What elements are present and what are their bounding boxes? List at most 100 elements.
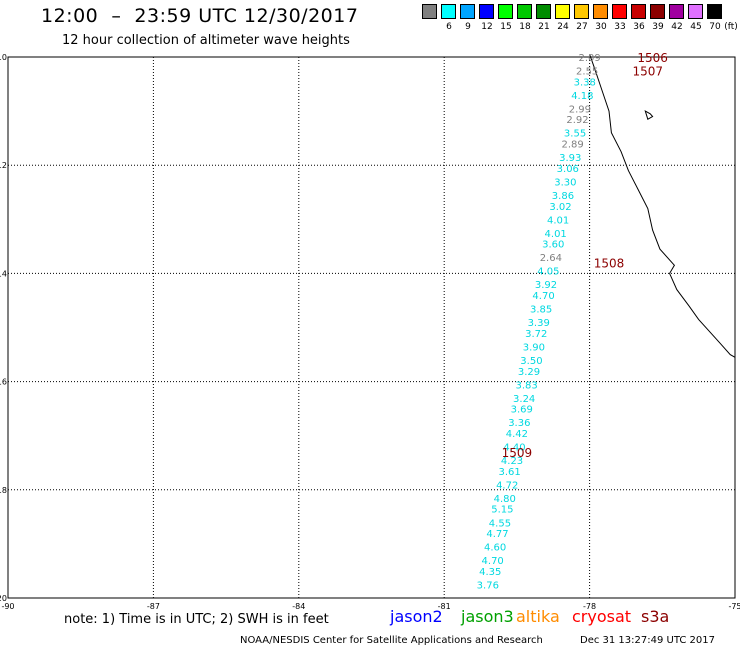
swh-value: 5.15 <box>491 505 513 516</box>
legend-swatch <box>631 4 646 19</box>
legend-unit: (ft) <box>724 22 738 32</box>
legend-label: 21 <box>538 22 550 32</box>
legend-swatch <box>555 4 570 19</box>
legend-swatch <box>479 4 494 19</box>
legend-label: 33 <box>614 22 626 32</box>
legend-label: 12 <box>481 22 493 32</box>
swh-value: 4.55 <box>489 518 511 529</box>
page-title: 12:00 – 23:59 UTC 12/30/2017 <box>41 5 359 27</box>
swh-value: 3.85 <box>530 305 552 316</box>
legend-swatch <box>517 4 532 19</box>
swh-value: 3.02 <box>549 202 571 213</box>
swh-value: 3.38 <box>574 77 596 88</box>
swh-value: 4.35 <box>479 567 501 578</box>
swh-value: 4.60 <box>484 543 506 554</box>
swh-value: 3.72 <box>525 329 547 340</box>
legend-label: 24 <box>557 22 569 32</box>
swh-value: 3.06 <box>557 164 579 175</box>
lat-tick-label: -16 <box>0 378 7 387</box>
legend-label: 30 <box>595 22 607 32</box>
legend-label: 42 <box>671 22 683 32</box>
lon-tick-label: -84 <box>292 602 305 611</box>
swh-value: 4.80 <box>494 494 516 505</box>
legend-label: 15 <box>500 22 512 32</box>
legend-swatch <box>612 4 627 19</box>
swh-value: 4.01 <box>545 229 567 240</box>
legend-swatch <box>669 4 684 19</box>
satellite-jason2: jason2 <box>390 607 443 626</box>
legend-swatch <box>422 4 437 19</box>
swh-value: 2.09 <box>578 53 600 64</box>
legend-label: 18 <box>519 22 531 32</box>
lat-tick-label: -14 <box>0 269 7 278</box>
swh-value: 3.92 <box>535 280 557 291</box>
satellite-s3a: s3a <box>641 607 670 626</box>
legend-swatch <box>498 4 513 19</box>
swh-value: 3.24 <box>513 394 535 405</box>
lon-tick-label: -90 <box>1 602 14 611</box>
lat-tick-label: -20 <box>0 594 7 603</box>
satellite-jason3: jason3 <box>461 607 514 626</box>
legend-swatch <box>707 4 722 19</box>
legend-label: 9 <box>465 22 471 32</box>
swh-value: 3.90 <box>523 342 545 353</box>
swh-value: 2.99 <box>569 104 591 115</box>
swh-value: 4.40 <box>503 443 525 454</box>
track-time-label: 1509 <box>502 446 533 460</box>
swh-value: 3.36 <box>508 418 530 429</box>
track-time-label: 1507 <box>632 65 663 79</box>
swh-value: 4.01 <box>547 215 569 226</box>
generation-timestamp: Dec 31 13:27:49 UTC 2017 <box>580 635 715 646</box>
color-legend: 6 9 12 15 18 21 24 27 30 33 36 39 42 45 70 (ft) <box>422 4 738 34</box>
swh-value: 4.72 <box>496 480 518 491</box>
legend-label: 6 <box>446 22 452 32</box>
satellite-cryosat: cryosat <box>572 607 632 626</box>
swh-value: 4.18 <box>571 91 593 102</box>
legend-label: 39 <box>652 22 664 32</box>
swh-value: 3.69 <box>511 405 533 416</box>
swh-value: 3.55 <box>564 129 586 140</box>
legend-label: 27 <box>576 22 588 32</box>
lat-tick-label: -12 <box>0 161 7 170</box>
swh-value: 2.64 <box>540 253 562 264</box>
swh-value: 3.61 <box>498 467 520 478</box>
legend-swatch <box>460 4 475 19</box>
legend-swatch <box>593 4 608 19</box>
legend-swatch <box>688 4 703 19</box>
lon-tick-label: -78 <box>583 602 596 611</box>
satellite-altika: altika <box>516 607 560 626</box>
swh-value: 4.05 <box>537 267 559 278</box>
track-time-label: 1506 <box>637 51 668 65</box>
legend-label: 45 <box>690 22 702 32</box>
legend-swatch <box>536 4 551 19</box>
swh-value: 4.70 <box>482 556 504 567</box>
swh-value: 3.93 <box>559 153 581 164</box>
swh-value: 3.29 <box>518 367 540 378</box>
lon-tick-label: -75 <box>728 602 740 611</box>
legend-swatch <box>574 4 589 19</box>
swh-value: 3.76 <box>477 580 499 591</box>
map-frame <box>7 56 736 599</box>
island <box>644 110 654 120</box>
swh-value: 4.70 <box>532 291 554 302</box>
page-subtitle: 12 hour collection of altimeter wave hei… <box>62 33 350 48</box>
legend-swatch <box>441 4 456 19</box>
lat-tick-label: -18 <box>0 486 7 495</box>
swh-value: 2.92 <box>566 115 588 126</box>
lat-tick-label: -10 <box>0 53 7 62</box>
swh-value: 3.30 <box>554 177 576 188</box>
swh-value: 3.39 <box>528 318 550 329</box>
lon-tick-label: -87 <box>147 602 160 611</box>
swh-value: 3.60 <box>542 240 564 251</box>
credit-text: NOAA/NESDIS Center for Satellite Applica… <box>240 635 543 646</box>
swh-value: 2.89 <box>562 140 584 151</box>
track-time-label: 1508 <box>594 257 625 271</box>
swh-value: 3.86 <box>552 191 574 202</box>
swh-value: 3.50 <box>520 356 542 367</box>
swh-value: 4.77 <box>486 529 508 540</box>
swh-value: 4.23 <box>501 456 523 467</box>
lon-tick-label: -81 <box>438 602 451 611</box>
legend-swatch <box>650 4 665 19</box>
swh-value: 2.55 <box>576 67 598 78</box>
